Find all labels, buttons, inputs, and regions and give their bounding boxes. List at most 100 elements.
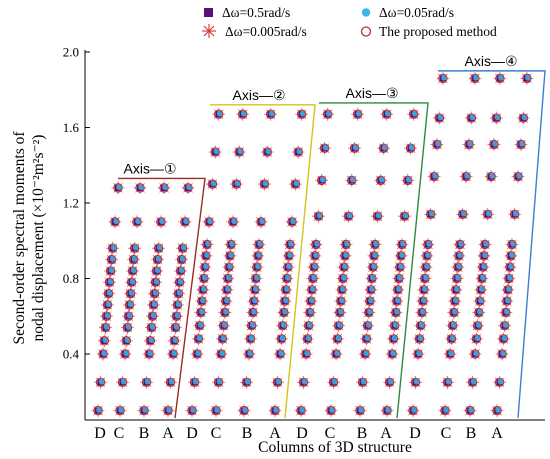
y-tick-label: 0.4 <box>63 347 80 362</box>
data-point <box>248 283 262 297</box>
data-point <box>116 375 130 389</box>
data-point <box>501 283 515 297</box>
data-point <box>128 241 142 255</box>
data-point <box>503 260 517 274</box>
legend-marker-asterisk <box>202 24 216 38</box>
data-point <box>200 238 214 252</box>
data-point <box>448 294 462 308</box>
data-point <box>432 111 446 125</box>
data-point <box>311 209 325 223</box>
zone-label: Axis—② <box>233 87 286 103</box>
data-point <box>332 319 346 333</box>
data-point <box>300 332 314 346</box>
data-point <box>229 177 243 191</box>
data-point <box>127 253 141 267</box>
data-point <box>473 294 487 308</box>
data-point <box>113 404 127 418</box>
y-tick-label: 2.0 <box>63 45 79 60</box>
data-point <box>475 272 489 285</box>
data-point <box>514 137 528 151</box>
data-point <box>374 173 388 187</box>
data-point <box>209 404 223 418</box>
data-point <box>321 107 335 121</box>
data-point <box>303 305 317 319</box>
data-point <box>224 238 238 252</box>
data-point <box>178 215 192 229</box>
data-point <box>348 141 362 155</box>
data-point <box>205 177 219 191</box>
data-point <box>96 347 110 361</box>
data-point <box>419 260 433 274</box>
data-point <box>242 347 256 361</box>
data-point <box>468 71 482 85</box>
column-label: C <box>325 425 336 442</box>
data-point <box>418 272 432 285</box>
data-point <box>119 334 133 348</box>
data-point <box>474 283 488 297</box>
data-point <box>104 264 118 278</box>
data-point <box>111 181 125 195</box>
zone-label: Axis—③ <box>346 85 399 101</box>
data-point <box>120 321 134 335</box>
y-axis-title-line1: Second-order spectral moments of <box>11 131 28 345</box>
data-point <box>212 107 226 121</box>
data-point <box>453 238 467 252</box>
y-tick-label: 1.2 <box>63 196 79 211</box>
data-point <box>250 260 264 274</box>
data-point <box>121 309 135 323</box>
data-point <box>247 294 261 308</box>
data-point <box>481 207 495 221</box>
data-point <box>279 283 293 297</box>
data-point <box>105 253 119 267</box>
data-point <box>380 404 394 418</box>
data-point <box>99 309 113 323</box>
data-point <box>361 319 375 333</box>
data-point <box>214 347 228 361</box>
data-point <box>464 111 478 125</box>
data-point <box>277 305 291 319</box>
data-point <box>318 141 332 155</box>
data-point <box>337 260 351 274</box>
data-point <box>463 404 477 418</box>
data-point <box>498 319 512 333</box>
data-point <box>451 260 465 274</box>
data-point <box>194 305 208 319</box>
data-point <box>137 404 151 418</box>
data-point <box>391 283 405 297</box>
data-point <box>308 249 322 263</box>
data-point <box>260 145 274 159</box>
zone-outline <box>118 177 206 419</box>
data-point <box>133 181 147 195</box>
column-label: D <box>296 425 308 442</box>
data-point <box>484 170 498 184</box>
data-point <box>222 260 236 274</box>
data-point <box>443 347 457 361</box>
data-point <box>302 319 316 333</box>
column-label: B <box>357 425 368 442</box>
data-point <box>196 283 210 297</box>
data-point <box>417 283 431 297</box>
column-label: B <box>139 425 150 442</box>
data-point <box>221 272 235 285</box>
data-point <box>280 272 294 285</box>
data-point <box>145 309 159 323</box>
data-point <box>353 404 367 418</box>
data-point <box>499 305 513 319</box>
data-point <box>195 294 209 308</box>
data-point <box>508 207 522 221</box>
data-point <box>364 283 378 297</box>
data-point <box>171 298 185 312</box>
column-label: D <box>409 425 421 442</box>
data-point <box>294 404 308 418</box>
data-point <box>377 141 391 155</box>
data-point <box>493 71 507 85</box>
data-point <box>285 215 299 229</box>
y-tick-label: 1.6 <box>63 120 80 135</box>
data-point <box>459 170 473 184</box>
data-point <box>176 241 190 255</box>
data-point <box>283 238 297 252</box>
data-point <box>215 332 229 346</box>
data-point <box>330 332 344 346</box>
